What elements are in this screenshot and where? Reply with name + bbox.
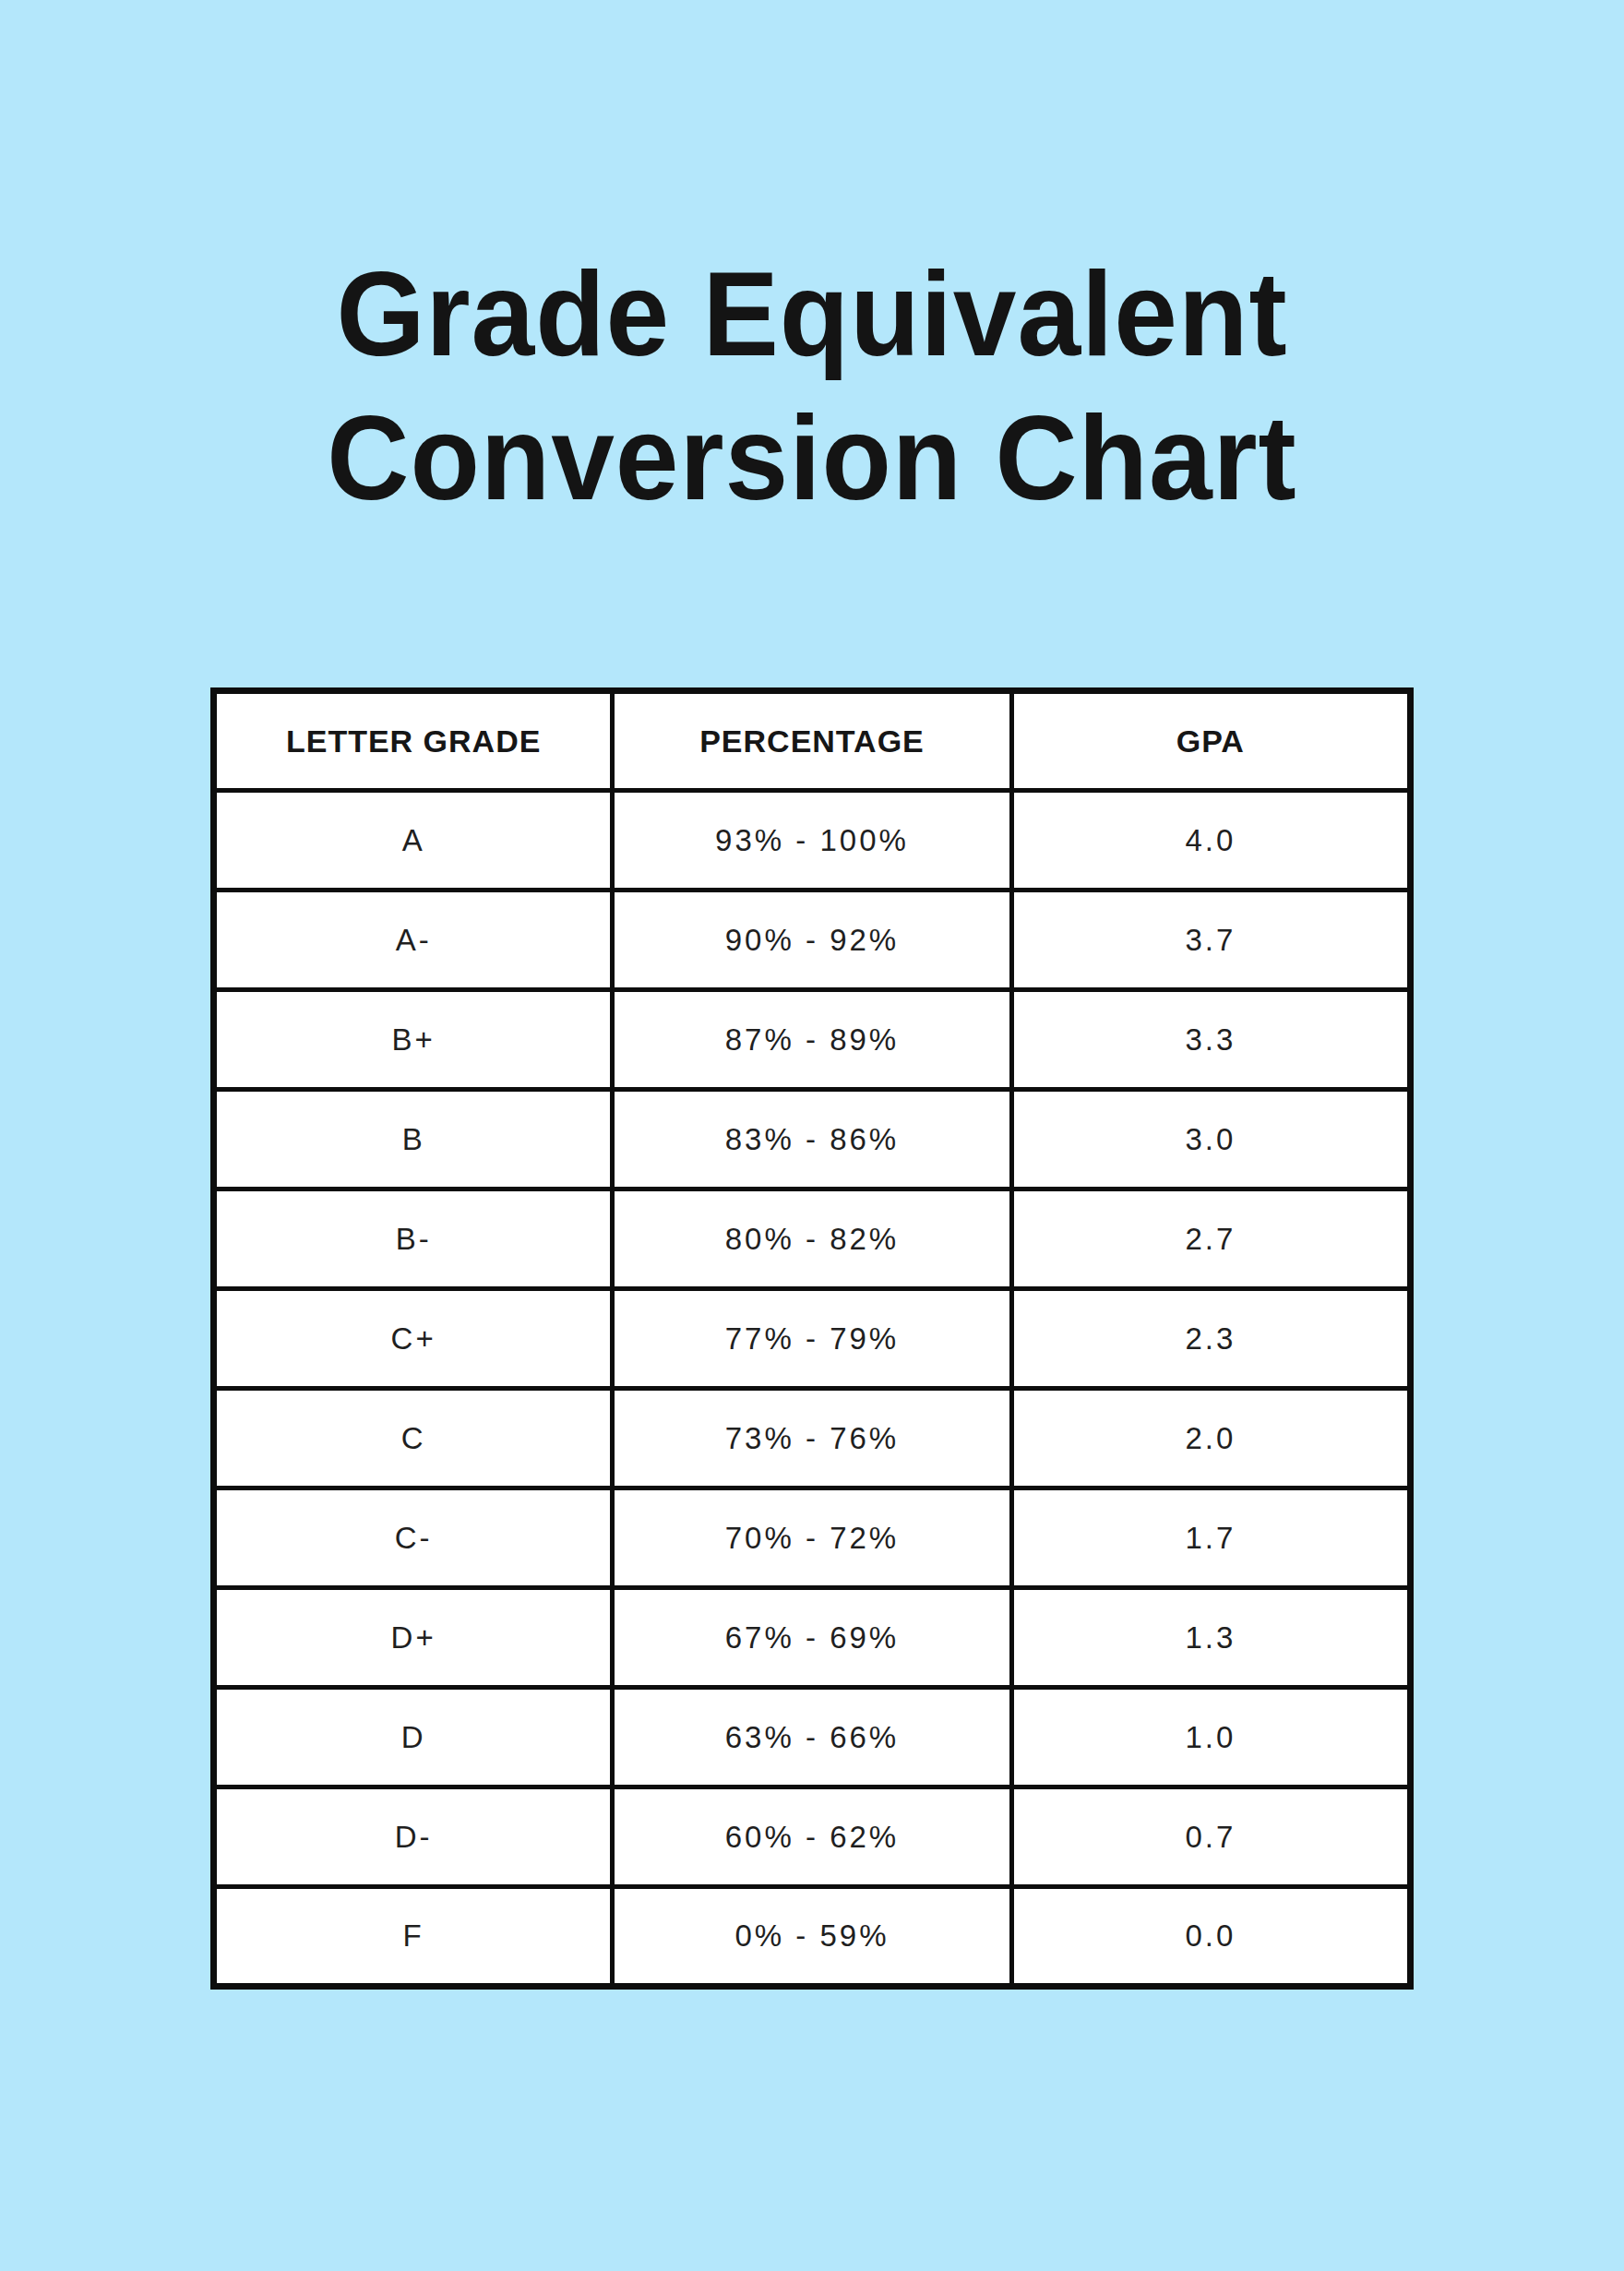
- letter-grade-cell: B-: [214, 1189, 613, 1289]
- percentage-cell: 90% - 92%: [613, 890, 1011, 990]
- percentage-cell: 60% - 62%: [613, 1787, 1011, 1887]
- percentage-cell: 80% - 82%: [613, 1189, 1011, 1289]
- table-row: D- 60% - 62% 0.7: [214, 1787, 1411, 1887]
- gpa-cell: 0.7: [1011, 1787, 1410, 1887]
- table-row: B 83% - 86% 3.0: [214, 1090, 1411, 1189]
- gpa-cell: 2.3: [1011, 1289, 1410, 1389]
- gpa-cell: 0.0: [1011, 1887, 1410, 1987]
- gpa-cell: 1.0: [1011, 1688, 1410, 1787]
- letter-grade-cell: D-: [214, 1787, 613, 1887]
- table-row: D 63% - 66% 1.0: [214, 1688, 1411, 1787]
- grade-conversion-table: LETTER GRADE PERCENTAGE GPA A 93% - 100%…: [210, 687, 1414, 1990]
- table-row: B+ 87% - 89% 3.3: [214, 990, 1411, 1090]
- table-row: C+ 77% - 79% 2.3: [214, 1289, 1411, 1389]
- gpa-cell: 4.0: [1011, 791, 1410, 890]
- percentage-cell: 70% - 72%: [613, 1488, 1011, 1588]
- gpa-cell: 3.0: [1011, 1090, 1410, 1189]
- percentage-cell: 67% - 69%: [613, 1588, 1011, 1688]
- letter-grade-cell: B+: [214, 990, 613, 1090]
- column-header-percentage: PERCENTAGE: [613, 691, 1011, 791]
- gpa-cell: 3.3: [1011, 990, 1410, 1090]
- gpa-cell: 2.7: [1011, 1189, 1410, 1289]
- letter-grade-cell: A: [214, 791, 613, 890]
- percentage-cell: 77% - 79%: [613, 1289, 1011, 1389]
- letter-grade-cell: B: [214, 1090, 613, 1189]
- percentage-cell: 83% - 86%: [613, 1090, 1011, 1189]
- table-body: A 93% - 100% 4.0 A- 90% - 92% 3.7 B+ 87%…: [214, 791, 1411, 1987]
- letter-grade-cell: F: [214, 1887, 613, 1987]
- table-row: B- 80% - 82% 2.7: [214, 1189, 1411, 1289]
- table-header-row: LETTER GRADE PERCENTAGE GPA: [214, 691, 1411, 791]
- percentage-cell: 87% - 89%: [613, 990, 1011, 1090]
- table-row: F 0% - 59% 0.0: [214, 1887, 1411, 1987]
- table-header: LETTER GRADE PERCENTAGE GPA: [214, 691, 1411, 791]
- table-row: C- 70% - 72% 1.7: [214, 1488, 1411, 1588]
- percentage-cell: 63% - 66%: [613, 1688, 1011, 1787]
- gpa-cell: 3.7: [1011, 890, 1410, 990]
- percentage-cell: 73% - 76%: [613, 1389, 1011, 1488]
- gpa-cell: 2.0: [1011, 1389, 1410, 1488]
- percentage-cell: 0% - 59%: [613, 1887, 1011, 1987]
- page-title-line-1: Grade Equivalent: [41, 242, 1583, 386]
- table-row: A- 90% - 92% 3.7: [214, 890, 1411, 990]
- letter-grade-cell: D: [214, 1688, 613, 1787]
- percentage-cell: 93% - 100%: [613, 791, 1011, 890]
- letter-grade-cell: C+: [214, 1289, 613, 1389]
- letter-grade-cell: C: [214, 1389, 613, 1488]
- letter-grade-cell: C-: [214, 1488, 613, 1588]
- page-title: Grade Equivalent Conversion Chart: [41, 242, 1583, 530]
- gpa-cell: 1.3: [1011, 1588, 1410, 1688]
- table-row: D+ 67% - 69% 1.3: [214, 1588, 1411, 1688]
- table-row: A 93% - 100% 4.0: [214, 791, 1411, 890]
- letter-grade-cell: A-: [214, 890, 613, 990]
- column-header-gpa: GPA: [1011, 691, 1410, 791]
- table-row: C 73% - 76% 2.0: [214, 1389, 1411, 1488]
- column-header-letter-grade: LETTER GRADE: [214, 691, 613, 791]
- page-title-line-2: Conversion Chart: [41, 386, 1583, 530]
- gpa-cell: 1.7: [1011, 1488, 1410, 1588]
- letter-grade-cell: D+: [214, 1588, 613, 1688]
